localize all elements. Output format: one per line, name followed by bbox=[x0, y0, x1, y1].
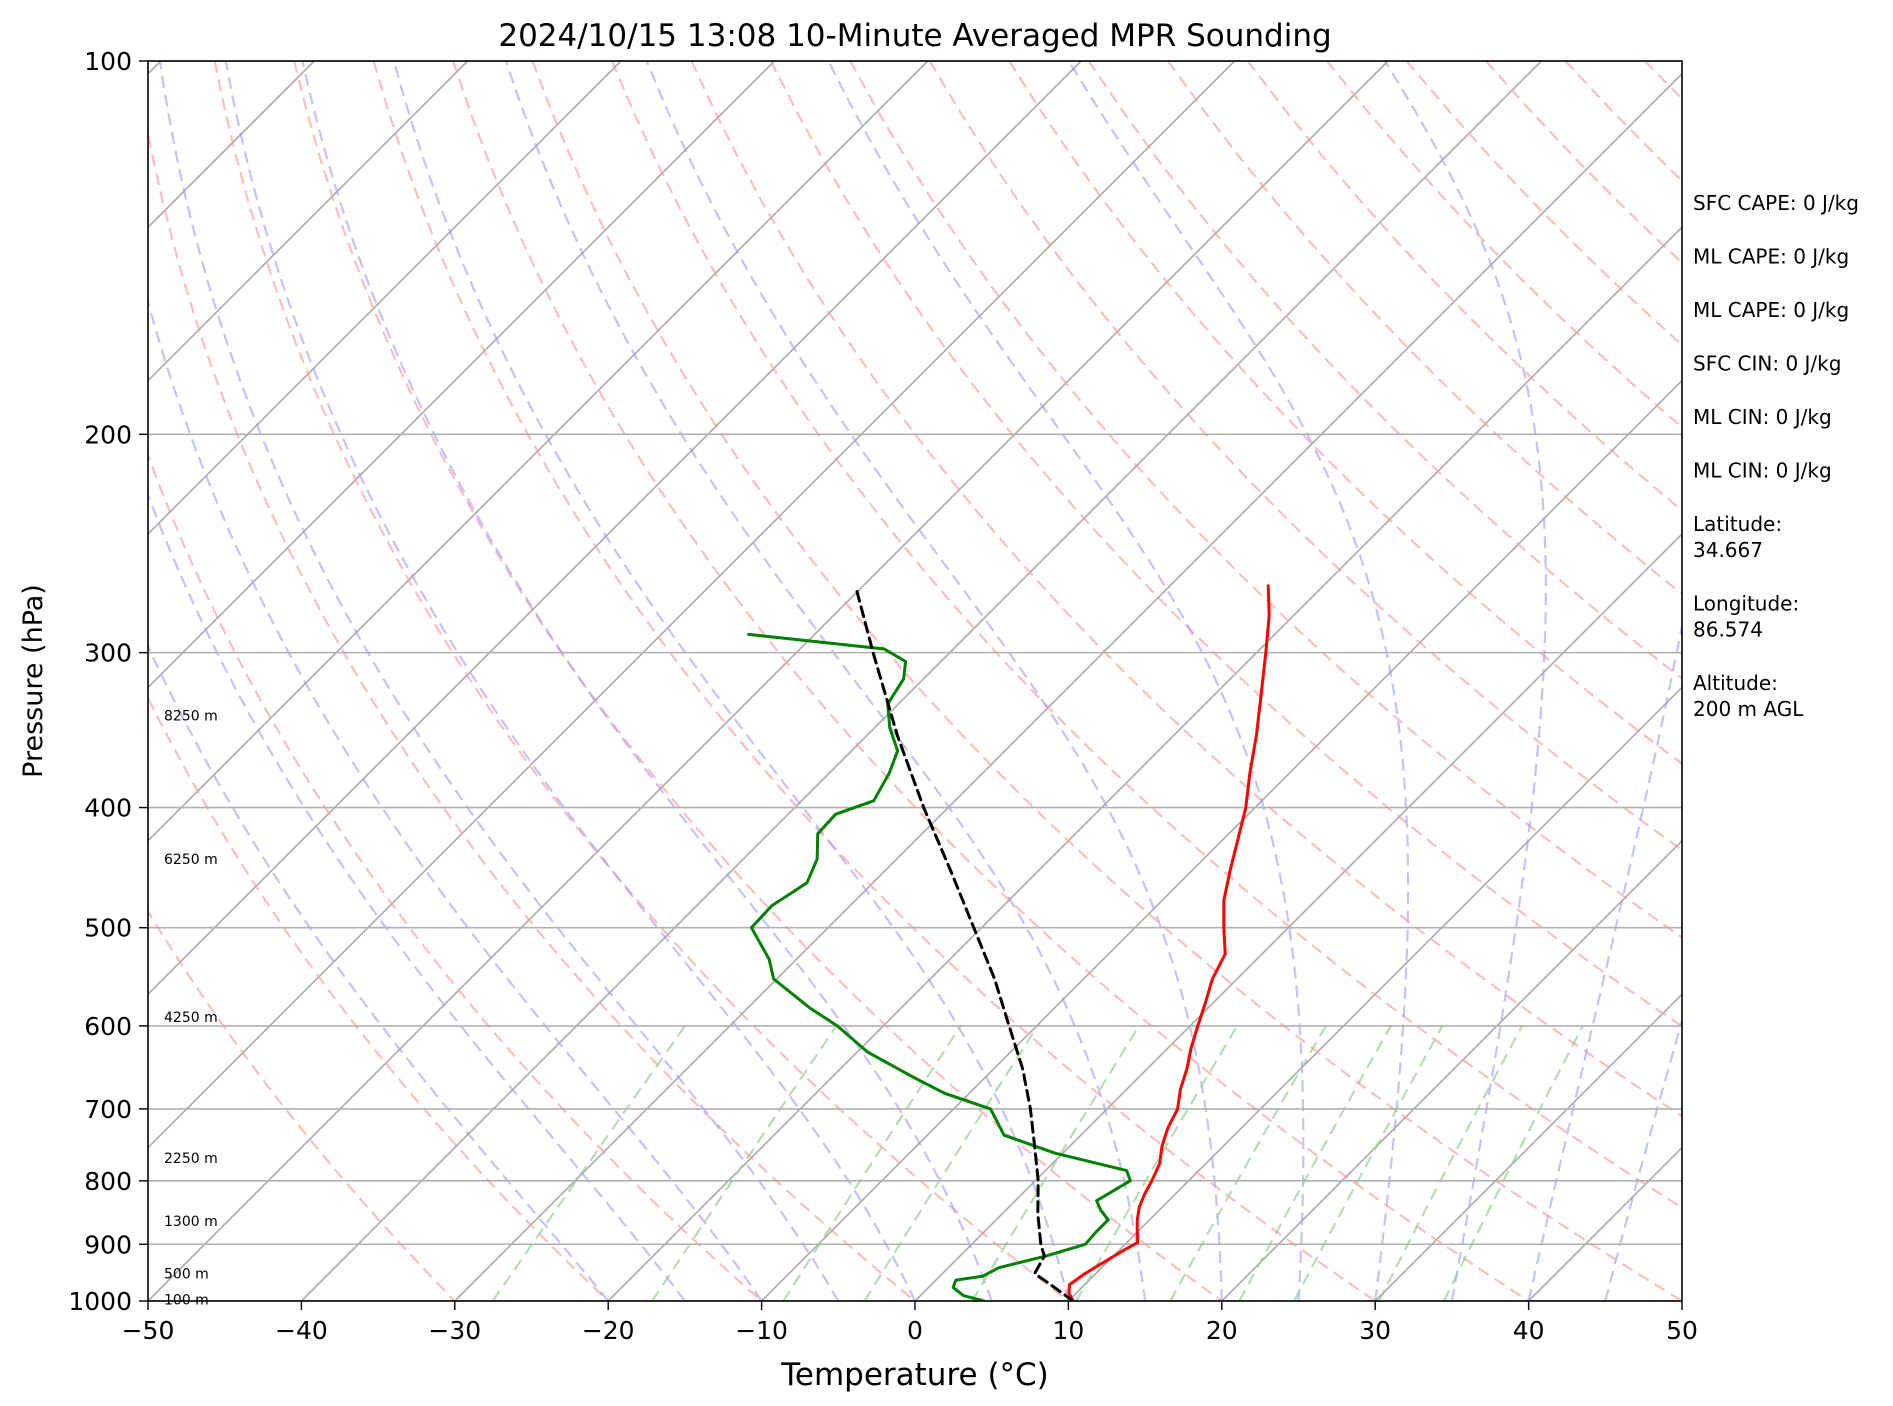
dry-adiabat-line bbox=[1008, 61, 1682, 766]
x-tick-label: −30 bbox=[428, 1316, 481, 1345]
y-tick-label: 100 bbox=[84, 47, 132, 76]
dry-adiabat-line bbox=[148, 909, 456, 1301]
height-label: 1300 m bbox=[164, 1214, 218, 1230]
moist-adiabat-line bbox=[1067, 61, 1410, 1301]
x-tick-label: 30 bbox=[1359, 1316, 1391, 1345]
isotherm-line bbox=[148, 61, 622, 536]
info-panel-entry: Longitude: 86.574 bbox=[1693, 592, 1799, 642]
info-panel-entry: ML CAPE: 0 J/kg bbox=[1693, 245, 1849, 269]
isotherm-line bbox=[1067, 686, 1682, 1301]
temperature-line bbox=[1067, 584, 1271, 1301]
dry-adiabat-line bbox=[148, 695, 609, 1301]
height-label: 4250 m bbox=[164, 1010, 218, 1026]
dry-adiabat-line bbox=[769, 61, 1682, 1028]
isotherm-line bbox=[148, 61, 1236, 1149]
moist-adiabat-line bbox=[224, 61, 916, 1301]
y-tick-label: 800 bbox=[84, 1167, 132, 1196]
isotherm-line bbox=[148, 61, 1389, 1301]
info-panel-entry: ML CIN: 0 J/kg bbox=[1693, 405, 1832, 429]
x-tick-label: 0 bbox=[907, 1316, 923, 1345]
background-lines bbox=[148, 61, 1682, 1301]
dry-adiabat-line bbox=[451, 61, 1530, 1301]
x-tick-label: −50 bbox=[122, 1316, 175, 1345]
isotherm-line bbox=[148, 61, 1082, 996]
dry-adiabat-line bbox=[531, 61, 1682, 1301]
x-tick-label: 40 bbox=[1513, 1316, 1545, 1345]
series-layer bbox=[747, 584, 1271, 1301]
moist-adiabat-line bbox=[1383, 61, 1548, 1301]
dry-adiabat-line bbox=[928, 61, 1682, 852]
y-tick-label: 300 bbox=[84, 639, 132, 668]
info-panel-entry: SFC CIN: 0 J/kg bbox=[1693, 352, 1841, 376]
y-axis-label: Pressure (hPa) bbox=[18, 584, 49, 778]
moist-adiabat-line bbox=[301, 61, 993, 1301]
x-tick-label: 10 bbox=[1052, 1316, 1084, 1345]
y-tick-label: 700 bbox=[84, 1095, 132, 1124]
y-tick-label: 500 bbox=[84, 914, 132, 943]
x-tick-label: 20 bbox=[1206, 1316, 1238, 1345]
dry-adiabat-line bbox=[372, 61, 1376, 1301]
moist-adiabat-line bbox=[392, 61, 1070, 1301]
dry-adiabat-line bbox=[148, 452, 763, 1301]
parcel-path-line bbox=[854, 584, 1075, 1301]
isotherm-line bbox=[454, 72, 1682, 1301]
height-label: 2250 m bbox=[164, 1151, 218, 1167]
y-tick-label: 1000 bbox=[68, 1287, 132, 1316]
y-axis-ticks: 100 200 300 400 500 600 700 800 900 1000 bbox=[68, 47, 148, 1316]
y-tick-label: 400 bbox=[84, 794, 132, 823]
isotherm-line bbox=[148, 61, 929, 842]
y-tick-label: 900 bbox=[84, 1230, 132, 1259]
height-label: 6250 m bbox=[164, 852, 218, 868]
x-tick-label: −10 bbox=[735, 1316, 788, 1345]
x-axis-ticks: −50 −40 −30 −20 −10 0 10 20 30 40 50 bbox=[122, 1301, 1698, 1345]
isotherm-line bbox=[1374, 993, 1682, 1301]
dry-adiabat-line bbox=[610, 61, 1682, 1210]
pressure-gridlines bbox=[148, 61, 1682, 1301]
dry-adiabat-line bbox=[849, 61, 1682, 939]
isotherm-line bbox=[607, 226, 1682, 1301]
info-panel-entry: SFC CAPE: 0 J/kg bbox=[1693, 191, 1859, 215]
moist-adiabat-line bbox=[645, 61, 1223, 1301]
y-tick-label: 200 bbox=[84, 420, 132, 449]
moist-adiabat-line bbox=[148, 297, 763, 1301]
info-panel-entry: Latitude: 34.667 bbox=[1693, 512, 1782, 562]
x-tick-label: 50 bbox=[1666, 1316, 1698, 1345]
dewpoint-line bbox=[747, 632, 1132, 1301]
moist-adiabat-line bbox=[1527, 620, 1682, 1301]
height-label: 500 m bbox=[164, 1266, 209, 1282]
height-label: 8250 m bbox=[164, 708, 218, 724]
dry-adiabat-line bbox=[690, 61, 1682, 1118]
isotherm-line bbox=[1221, 839, 1682, 1301]
chart-title: 2024/10/15 13:08 10-Minute Averaged MPR … bbox=[498, 18, 1331, 54]
y-tick-label: 600 bbox=[84, 1012, 132, 1041]
info-panel-entry: ML CIN: 0 J/kg bbox=[1693, 459, 1832, 483]
isotherm-line bbox=[300, 61, 1542, 1301]
isotherm-line bbox=[761, 379, 1682, 1301]
x-tick-label: −40 bbox=[275, 1316, 328, 1345]
dry-adiabat-line bbox=[293, 61, 1223, 1301]
info-panel-entry: ML CAPE: 0 J/kg bbox=[1693, 298, 1849, 322]
moist-adiabat-line bbox=[827, 61, 1305, 1301]
isotherm-line bbox=[148, 61, 775, 689]
info-panel-entry: Altitude: 200 m AGL bbox=[1693, 671, 1804, 721]
x-axis-label: Temperature (°C) bbox=[780, 1357, 1049, 1393]
dry-adiabat-line bbox=[148, 127, 916, 1301]
info-panel: SFC CAPE: 0 J/kg ML CAPE: 0 J/kg ML CAPE: … bbox=[1693, 191, 1859, 721]
isotherm-line bbox=[914, 532, 1682, 1301]
moist-adiabat-line bbox=[158, 61, 840, 1301]
mixing-ratio-line bbox=[491, 1025, 686, 1301]
isotherm-line bbox=[148, 61, 469, 382]
x-tick-label: −20 bbox=[582, 1316, 635, 1345]
dry-adiabat-line bbox=[213, 61, 1070, 1301]
